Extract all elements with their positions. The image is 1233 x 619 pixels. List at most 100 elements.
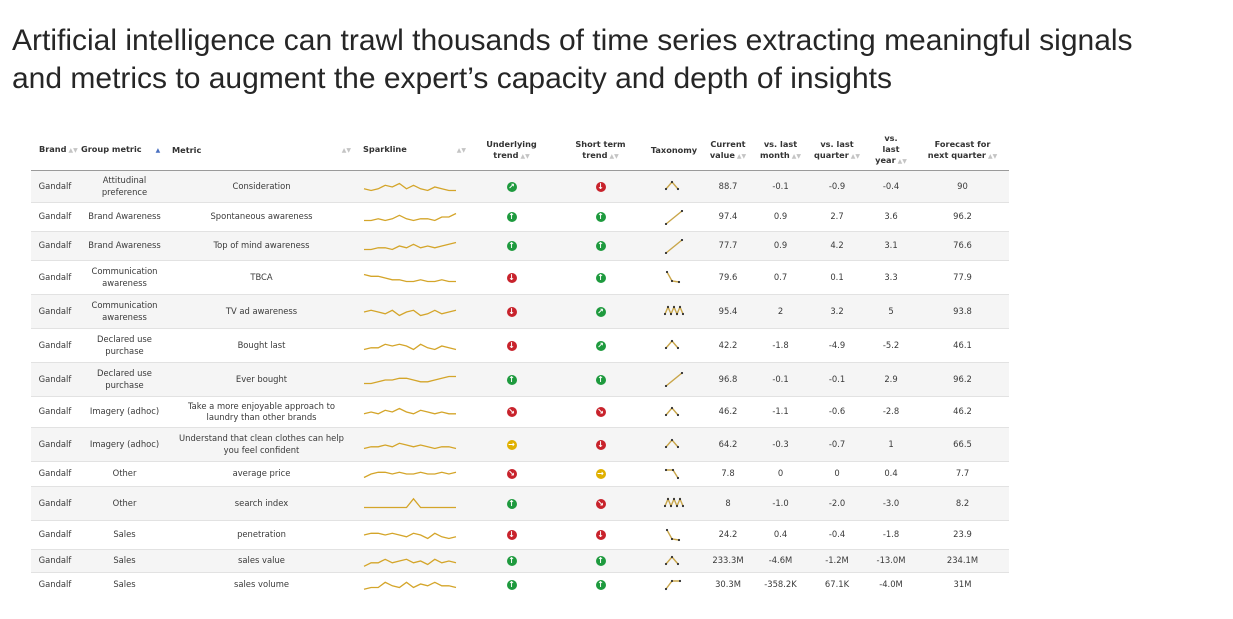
underlying-trend-cell: ↑: [467, 549, 556, 573]
taxonomy-peak-icon: [664, 339, 680, 350]
current-value-cell: 88.7: [703, 170, 753, 203]
table-row[interactable]: Gandalf Attitudinal preference Considerati…: [31, 170, 1009, 203]
table-row[interactable]: Gandalf Other average price ↘ → 7.8 0 0 0.4 7.7: [31, 461, 1009, 487]
table-row[interactable]: Gandalf Imagery (adhoc) Understand that cl…: [31, 427, 1009, 462]
group-metric-cell: Sales: [79, 572, 170, 596]
taxonomy-drop-icon: [665, 528, 681, 541]
metric-cell: Consideration: [170, 170, 353, 203]
sort-ascending-icon[interactable]: ▲: [155, 147, 161, 154]
vs-last-month-cell: -1.1: [753, 396, 808, 428]
sort-icon[interactable]: ▲▼: [987, 152, 998, 160]
group-metric-cell: Brand Awareness: [79, 202, 170, 232]
table-row[interactable]: Gandalf Declared use purchase Bought last ↓…: [31, 328, 1009, 363]
col-header-group-metric[interactable]: Group metric ▲: [79, 130, 170, 171]
sort-icon[interactable]: ▲▼: [456, 147, 466, 154]
vs-last-year-cell: 3.6: [866, 202, 916, 232]
sort-icon[interactable]: ▲▼: [68, 147, 78, 154]
table-row[interactable]: Gandalf Communication awareness TV ad awar…: [31, 294, 1009, 329]
trend-down-icon: ↓: [506, 530, 517, 541]
sparkline-chart: [363, 343, 457, 350]
taxonomy-plateau-icon: [664, 579, 682, 590]
table-row[interactable]: Gandalf Brand Awareness Top of mind awaren…: [31, 231, 1009, 261]
metric-cell: Bought last: [170, 328, 353, 363]
underlying-trend-cell: ↓: [467, 294, 556, 329]
sort-icon[interactable]: ▲▼: [520, 152, 530, 160]
sort-icon[interactable]: ▲▼: [897, 158, 907, 165]
vs-last-year-cell: 2.9: [866, 362, 916, 397]
col-header-underlying-trend[interactable]: Underlying trend ▲▼: [467, 130, 556, 171]
vs-last-quarter-cell: 2.7: [808, 202, 866, 232]
table-row[interactable]: Gandalf Sales sales volume ↑ ↑ 30.3M -358.2K 67…: [31, 572, 1009, 596]
sort-icon[interactable]: ▲▼: [736, 152, 747, 160]
short-term-trend-cell: ↑: [556, 549, 645, 573]
trend-down-icon: ↓: [506, 306, 517, 317]
underlying-trend-cell: ↗: [467, 170, 556, 203]
vs-last-quarter-cell: -0.1: [808, 362, 866, 397]
col-header-taxonomy[interactable]: Taxonomy: [645, 130, 703, 171]
metric-cell: Take a more enjoyable approach to laundr…: [170, 396, 353, 428]
sparkline-series: [363, 442, 457, 449]
col-header-underlying-label-1: Underlying: [486, 138, 537, 149]
col-header-current-value[interactable]: Current value ▲▼: [703, 130, 753, 171]
taxonomy-cell: [645, 461, 703, 487]
group-metric-cell: Other: [79, 486, 170, 521]
trend-up-icon: ↑: [595, 556, 606, 567]
col-header-forecast[interactable]: Forecast for next quarter ▲▼: [916, 130, 1009, 171]
trend-down-icon: ↓: [506, 340, 517, 351]
col-header-forecast-label-1: Forecast for: [934, 138, 991, 149]
table-row[interactable]: Gandalf Sales sales value ↑ ↑ 233.3M -4.6M -1.2…: [31, 549, 1009, 573]
taxonomy-rise-icon: [664, 209, 684, 225]
taxonomy-cell: [645, 486, 703, 521]
col-header-metric[interactable]: Metric ▲▼: [170, 130, 353, 171]
current-value-cell: 24.2: [703, 520, 753, 550]
metric-cell: Understand that clean clothes can help y…: [170, 427, 353, 462]
current-value-cell: 79.6: [703, 260, 753, 295]
table-row[interactable]: Gandalf Imagery (adhoc) Take a more enjoya…: [31, 396, 1009, 428]
table-row[interactable]: Gandalf Other search index ↑ ↘ 8 -1.0 -2.0 -3.0 8…: [31, 486, 1009, 521]
table-row[interactable]: Gandalf Communication awareness TBCA ↓ ↑ 79.6…: [31, 260, 1009, 295]
forecast-cell: 93.8: [916, 294, 1009, 329]
sort-icon[interactable]: ▲▼: [341, 146, 351, 154]
col-header-vs-last-quarter[interactable]: vs. last quarter ▲▼: [808, 130, 866, 171]
col-header-forecast-label-2: next quarter: [927, 149, 986, 160]
col-header-vs-last-month[interactable]: vs. last month ▲▼: [753, 130, 808, 171]
sparkline-cell: [353, 396, 467, 428]
vs-last-month-cell: 0: [753, 461, 808, 487]
table-row[interactable]: Gandalf Brand Awareness Spontaneous awaren…: [31, 202, 1009, 232]
taxonomy-cell: [645, 231, 703, 261]
group-metric-cell: Declared use purchase: [79, 362, 170, 397]
vs-last-year-cell: -13.0M: [866, 549, 916, 573]
sparkline-chart: [363, 309, 457, 316]
sparkline-chart: [363, 581, 457, 591]
group-metric-cell: Sales: [79, 520, 170, 550]
col-header-short-term-trend[interactable]: Short term trend ▲▼: [556, 130, 645, 171]
col-header-short-term-label-2: trend: [582, 149, 608, 160]
sparkline-cell: [353, 549, 467, 573]
sort-icon[interactable]: ▲▼: [791, 152, 801, 160]
sort-icon[interactable]: ▲▼: [609, 152, 619, 160]
trend-up-icon: ↑: [506, 212, 517, 223]
sparkline-cell: [353, 294, 467, 329]
vs-last-month-cell: 0.4: [753, 520, 808, 550]
col-header-sparkline[interactable]: Sparkline ▲▼: [353, 130, 467, 171]
col-header-brand[interactable]: Brand ▲▼: [31, 130, 79, 171]
col-header-vs-last-year[interactable]: vs. last year ▲▼: [866, 130, 916, 171]
trend-up-icon: ↑: [506, 556, 517, 567]
sort-icon[interactable]: ▲▼: [850, 152, 860, 160]
brand-cell: Gandalf: [31, 294, 79, 329]
taxonomy-cell: [645, 328, 703, 363]
brand-cell: Gandalf: [31, 572, 79, 596]
table-row[interactable]: Gandalf Sales penetration ↓ ↓ 24.2 0.4 -0.4 -1.8…: [31, 520, 1009, 550]
table-row[interactable]: Gandalf Declared use purchase Ever bought ↑…: [31, 362, 1009, 397]
vs-last-year-cell: -4.0M: [866, 572, 916, 596]
taxonomy-peak-icon: [664, 555, 680, 565]
vs-last-month-cell: -0.1: [753, 170, 808, 203]
col-header-sparkline-label: Sparkline: [363, 144, 407, 154]
brand-cell: Gandalf: [31, 520, 79, 550]
trend-flat-icon: →: [506, 439, 517, 450]
sparkline-series: [363, 558, 457, 567]
short-term-trend-cell: ↑: [556, 362, 645, 397]
vs-last-quarter-cell: 3.2: [808, 294, 866, 329]
col-header-underlying-label-2: trend: [493, 149, 519, 160]
col-header-taxonomy-label: Taxonomy: [650, 144, 698, 155]
